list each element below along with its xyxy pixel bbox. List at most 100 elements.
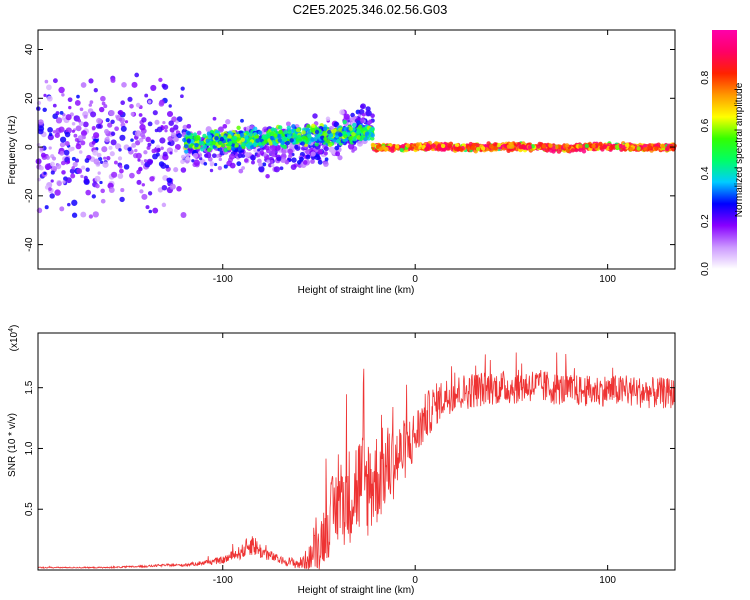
spectrogram-cell <box>185 159 190 164</box>
snr-background <box>38 333 675 570</box>
spectrogram-cell <box>193 135 198 141</box>
spectrogram-cell <box>148 209 153 214</box>
spectrogram-cell <box>120 100 126 106</box>
spectrogram-cell <box>59 150 65 156</box>
spectrogram-cell <box>161 184 168 191</box>
spectrogram-cell <box>113 160 118 165</box>
spectrogram-cell <box>92 211 99 218</box>
spectrogram-cell <box>251 160 255 165</box>
spectrogram-cell <box>310 151 316 157</box>
spectrogram-cell <box>608 146 614 151</box>
spectrogram-cell <box>282 144 288 150</box>
spectrogram-cell <box>121 81 127 88</box>
spectrogram-cell <box>536 144 541 149</box>
spectrogram-cell <box>624 142 630 148</box>
spectrogram-cell <box>493 146 498 151</box>
spectrogram-cell <box>598 141 603 147</box>
spectrogram-cell <box>660 143 666 149</box>
spectrogram-cell <box>155 144 161 149</box>
spectrogram-cell <box>360 104 365 109</box>
spectrogram-cell <box>323 132 328 137</box>
spectrogram-cell <box>370 133 375 138</box>
y-tick-label: 1.0 <box>24 441 35 455</box>
spectrogram-cell <box>168 104 172 108</box>
spectrogram-cell <box>106 136 110 140</box>
spectrogram-cell <box>59 110 64 115</box>
spectrogram-cell <box>241 166 245 170</box>
spectrogram-cell <box>156 147 161 153</box>
spectrogram-cell <box>182 137 187 143</box>
spectrogram-cell <box>192 132 198 137</box>
spectrogram-cell <box>223 164 228 169</box>
spectrogram-cell <box>384 147 389 152</box>
spectrogram-cell <box>154 119 160 125</box>
spectrogram-cell <box>83 178 90 186</box>
spectrogram-cell <box>399 147 404 153</box>
spectrogram-cell <box>475 143 480 148</box>
spectrogram-cell <box>93 132 100 139</box>
spectrogram-cell <box>276 156 282 162</box>
spectrogram-cell <box>211 140 216 146</box>
spectrogram-cell <box>349 117 353 121</box>
y-tick-label: 0.5 <box>24 502 35 516</box>
spectrogram-cell <box>96 152 102 158</box>
spectrogram-cell <box>287 134 292 140</box>
spectrogram-cell <box>105 118 110 123</box>
spectrogram-cell <box>82 121 89 128</box>
spectrogram-cell <box>64 131 71 138</box>
spectrogram-cell <box>52 130 57 134</box>
spectrogram-cell <box>352 137 357 142</box>
spectrogram-cell <box>591 143 596 149</box>
spectrogram-cell <box>88 214 94 219</box>
spectrogram-cell <box>360 134 365 140</box>
spectrogram-cell <box>67 97 73 103</box>
spectrogram-cell <box>100 188 105 194</box>
spectrogram-cell <box>119 168 124 174</box>
spectrogram-cell <box>143 159 148 163</box>
spectrogram-cell <box>356 117 361 121</box>
spectrogram-cell <box>49 161 56 167</box>
x-tick-label: -100 <box>213 575 233 586</box>
spectrogram-cell <box>136 179 142 185</box>
spectrogram-cell <box>141 193 148 200</box>
spectrogram-cell <box>221 143 226 148</box>
x-tick-label: 0 <box>412 274 418 285</box>
spectrogram-cell <box>147 142 152 147</box>
spectrogram-cell <box>37 119 44 125</box>
spectrogram-cell <box>137 158 141 162</box>
spectrogram-cell <box>152 110 158 116</box>
spectrogram-cell <box>276 133 282 139</box>
spectrogram-cell <box>342 130 347 136</box>
spectrogram-cell <box>360 127 365 132</box>
spectrogram-cell <box>239 132 245 138</box>
spectrogram-cell <box>110 171 118 178</box>
spectrogram-cell <box>154 128 159 133</box>
spectrogram-cell <box>335 151 341 157</box>
spectrogram-cell <box>267 138 272 143</box>
spectrogram-cell <box>117 109 124 116</box>
spectrogram-cell <box>237 146 242 151</box>
spectrogram-cell <box>196 130 202 136</box>
spectrogram-cell <box>97 171 101 175</box>
spectrogram-cell <box>506 144 512 149</box>
spectrogram-cell <box>312 113 318 119</box>
spectrogram-cell <box>287 129 292 135</box>
spectrogram-cell <box>227 134 232 139</box>
spectrogram-cell <box>84 158 90 163</box>
spectrogram-cell <box>157 187 164 193</box>
spectrogram-cell <box>337 155 343 161</box>
spectrogram-cell <box>285 140 290 146</box>
spectrogram-cell <box>170 132 177 138</box>
spectrogram-cell <box>129 172 135 179</box>
spectrogram-cell <box>254 134 260 139</box>
spectrogram-cell <box>80 130 88 137</box>
spectrogram-cell <box>58 126 65 133</box>
spectrogram-cell <box>189 139 195 144</box>
spectrogram-cell <box>80 82 87 88</box>
spectrogram-cell <box>244 152 250 158</box>
spectrogram-cell <box>323 151 328 156</box>
spectrogram-cell <box>48 132 53 137</box>
spectrogram-cell <box>65 114 72 121</box>
colorbar-label: Normalized spectral amplitude <box>734 82 745 217</box>
spectrogram-cell <box>211 153 217 159</box>
